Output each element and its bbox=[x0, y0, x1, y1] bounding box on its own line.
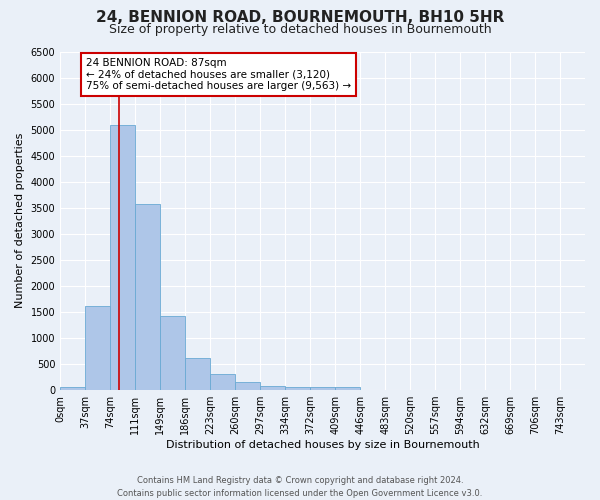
Bar bbox=[285, 388, 310, 390]
Bar bbox=[185, 358, 210, 390]
Bar bbox=[260, 386, 285, 390]
Text: Size of property relative to detached houses in Bournemouth: Size of property relative to detached ho… bbox=[109, 22, 491, 36]
Bar bbox=[210, 374, 235, 390]
Bar bbox=[310, 388, 335, 390]
Text: 24, BENNION ROAD, BOURNEMOUTH, BH10 5HR: 24, BENNION ROAD, BOURNEMOUTH, BH10 5HR bbox=[96, 10, 504, 25]
Y-axis label: Number of detached properties: Number of detached properties bbox=[15, 133, 25, 308]
Bar bbox=[60, 388, 85, 390]
Bar bbox=[110, 126, 135, 390]
X-axis label: Distribution of detached houses by size in Bournemouth: Distribution of detached houses by size … bbox=[166, 440, 479, 450]
Bar bbox=[85, 306, 110, 390]
Text: 24 BENNION ROAD: 87sqm
← 24% of detached houses are smaller (3,120)
75% of semi-: 24 BENNION ROAD: 87sqm ← 24% of detached… bbox=[86, 58, 351, 91]
Bar bbox=[135, 204, 160, 390]
Bar bbox=[160, 316, 185, 390]
Bar bbox=[235, 382, 260, 390]
Text: Contains HM Land Registry data © Crown copyright and database right 2024.
Contai: Contains HM Land Registry data © Crown c… bbox=[118, 476, 482, 498]
Bar bbox=[335, 388, 360, 390]
